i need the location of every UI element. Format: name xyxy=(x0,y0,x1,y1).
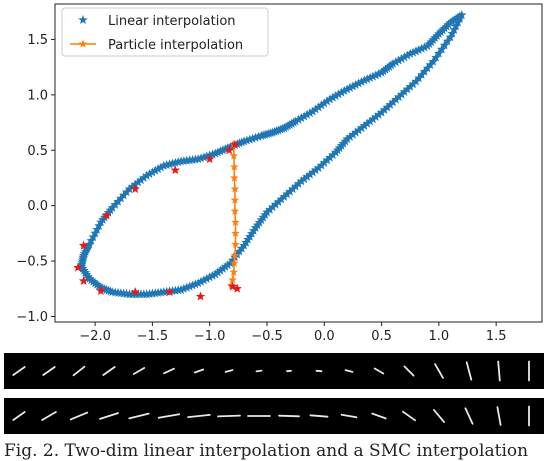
image-strip-particle xyxy=(4,398,544,434)
chart-canvas: −2.0 −1.5 −1.0 −0.5 0.0 0.5 1.0 1.5 1.5 1.0 0.5 0.… xyxy=(0,0,548,345)
strip-2-frame-stroke xyxy=(497,407,500,425)
strip-1-frame-stroke xyxy=(13,367,24,375)
strip-2-frame-stroke xyxy=(372,414,385,419)
x-tick-label: 1.5 xyxy=(486,329,507,344)
strip-1-frame-stroke xyxy=(134,368,144,374)
strip-2-frame-stroke xyxy=(42,412,56,420)
strip-2-frame-stroke xyxy=(279,416,299,417)
strip-2-frame-stroke xyxy=(159,414,180,418)
strip-2-frame-stroke xyxy=(465,408,472,423)
red-star-marker xyxy=(196,292,206,301)
x-tick-label: −1.5 xyxy=(137,329,169,344)
strip-1-frame-stroke xyxy=(435,364,443,378)
strip-1-frame-stroke xyxy=(375,369,384,374)
y-tick-label: 1.0 xyxy=(27,88,48,103)
strip-2-frame-stroke xyxy=(403,412,415,421)
strip-2-frame-stroke xyxy=(342,415,357,418)
strip-1-frame-stroke xyxy=(164,369,174,374)
strip-2-frame-stroke xyxy=(218,416,240,417)
y-tick-label: 0.0 xyxy=(27,199,48,214)
strip-2-frame-stroke xyxy=(188,415,210,417)
strip-1-frame-stroke xyxy=(404,366,413,375)
strip-1-frame-stroke xyxy=(226,370,233,372)
image-strip-linear xyxy=(4,353,544,389)
y-tick-label: −1.0 xyxy=(16,310,48,325)
strip-2-frame-stroke xyxy=(100,413,118,419)
strip-2-frame-stroke xyxy=(129,414,148,419)
x-tick-label: −2.0 xyxy=(79,329,111,344)
x-tick-label: 0.0 xyxy=(314,329,335,344)
strip-1-frame-stroke xyxy=(257,371,262,372)
x-tick-label: −0.5 xyxy=(251,329,283,344)
strip-1-frame-stroke xyxy=(346,370,353,372)
strip-2-frame-stroke xyxy=(434,410,444,422)
y-tick-label: 1.5 xyxy=(27,33,48,48)
legend-particle-label: Particle interpolation xyxy=(108,38,243,53)
strip-1-frame-stroke xyxy=(74,367,85,376)
strip-1-frame-stroke xyxy=(103,367,114,375)
strip-1-canvas xyxy=(4,353,544,389)
strip-2-canvas xyxy=(4,398,544,434)
strip-2-frame-stroke xyxy=(13,412,24,420)
y-tick-label: 0.5 xyxy=(27,144,48,159)
figure-caption: Fig. 2. Two-dim linear interpolation and… xyxy=(4,441,548,461)
strip-1-frame-stroke xyxy=(43,367,54,375)
strip-1-frame-stroke xyxy=(498,362,500,381)
x-tick-label: 0.5 xyxy=(371,329,392,344)
y-tick-label: −0.5 xyxy=(16,255,48,270)
x-tick-label: 1.0 xyxy=(429,329,450,344)
strip-1-frame-stroke xyxy=(467,362,472,379)
legend-linear-label: Linear interpolation xyxy=(108,14,236,29)
strip-2-frame-stroke xyxy=(311,415,328,416)
x-tick-label: −1.0 xyxy=(194,329,226,344)
chart-legend: Linear interpolation Particle interpolati… xyxy=(62,8,268,56)
strip-2-frame-stroke xyxy=(71,413,88,420)
scatter-chart: −2.0 −1.5 −1.0 −0.5 0.0 0.5 1.0 1.5 1.5 1.0 0.5 0.… xyxy=(0,0,548,345)
strip-1-frame-stroke xyxy=(195,370,203,373)
